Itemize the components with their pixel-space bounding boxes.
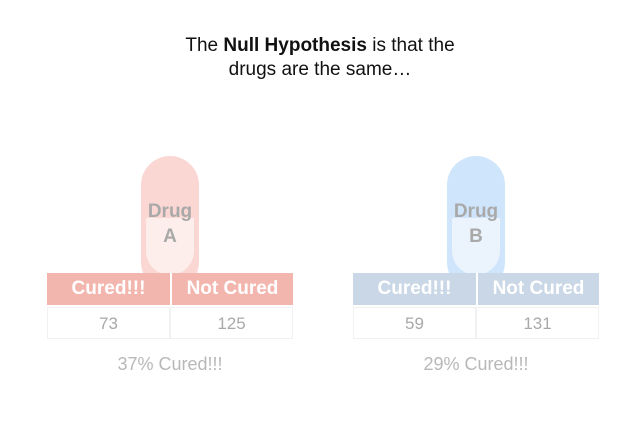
- title-bold: Null Hypothesis: [223, 35, 367, 56]
- drug-b-header-cured: Cured!!!: [353, 273, 476, 305]
- drug-b-percent: 29% Cured!!!: [353, 353, 599, 375]
- pill-a-label-line2: A: [141, 225, 199, 249]
- drug-a-value-cured: 73: [47, 307, 170, 339]
- drug-a-header-not-cured: Not Cured: [170, 273, 293, 305]
- drug-b-value-row: 59 131: [353, 307, 599, 339]
- slide-title: The Null Hypothesis is that the drugs ar…: [0, 34, 640, 82]
- pill-b-label-line1: Drug: [447, 200, 505, 224]
- drug-a-value-row: 73 125: [47, 307, 293, 339]
- pill-a-label-line1: Drug: [141, 200, 199, 224]
- pill-a-icon: Drug A: [141, 156, 199, 291]
- title-line2: drugs are the same…: [229, 59, 412, 80]
- drug-b-value-not-cured: 131: [476, 307, 599, 339]
- pill-b-label-line2: B: [447, 225, 505, 249]
- drug-b-header-row: Cured!!! Not Cured: [353, 273, 599, 305]
- drug-b-value-cured: 59: [353, 307, 476, 339]
- drug-a-percent: 37% Cured!!!: [47, 353, 293, 375]
- title-suffix: is that the: [367, 35, 455, 56]
- drug-b-header-not-cured: Not Cured: [476, 273, 599, 305]
- title-prefix: The: [185, 35, 223, 56]
- drug-a-header-cured: Cured!!!: [47, 273, 170, 305]
- pill-b-icon: Drug B: [447, 156, 505, 291]
- drug-a-header-row: Cured!!! Not Cured: [47, 273, 293, 305]
- drug-a-value-not-cured: 125: [170, 307, 293, 339]
